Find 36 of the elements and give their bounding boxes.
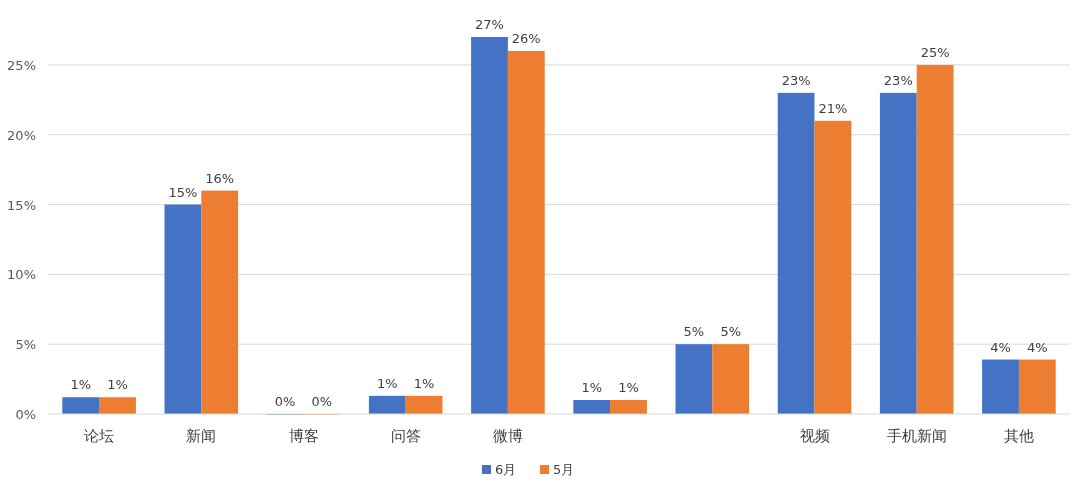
data-label: 1% <box>581 380 603 396</box>
data-label: 5% <box>720 324 742 340</box>
data-label: 15% <box>168 184 198 200</box>
x-tick-label: 新闻 <box>186 427 217 445</box>
data-label: 0% <box>311 394 333 409</box>
data-label: 16% <box>205 170 235 186</box>
x-tick-label: 问答 <box>390 427 421 445</box>
data-label: 1% <box>413 375 435 391</box>
data-label: 1% <box>107 377 128 393</box>
data-label: 27% <box>475 17 504 32</box>
data-label: 26% <box>511 30 541 46</box>
data-label: 5% <box>683 324 705 340</box>
data-label: 25% <box>920 44 950 60</box>
y-tick-label: 25% <box>7 57 36 73</box>
data-label: 0% <box>274 394 296 409</box>
data-label: 23% <box>781 72 811 88</box>
y-tick-label: 5% <box>15 337 36 353</box>
data-label: 1% <box>376 375 398 391</box>
y-tick-label: 15% <box>7 197 36 213</box>
legend-label: 5月 <box>553 462 575 477</box>
y-tick-label: 10% <box>7 267 36 283</box>
data-label: 1% <box>618 380 639 396</box>
x-tick-label: 手机新闻 <box>886 427 947 445</box>
x-tick-label: 博客 <box>288 427 319 445</box>
y-tick-label: 0% <box>15 407 36 422</box>
x-tick-label: 论坛 <box>84 427 115 445</box>
legend-label: 6月 <box>495 462 517 477</box>
data-label: 4% <box>1026 339 1048 355</box>
x-tick-label: 其他 <box>1003 427 1034 445</box>
data-label: 21% <box>818 100 848 116</box>
y-tick-label: 20% <box>7 127 36 143</box>
x-tick-label: 视频 <box>799 427 830 445</box>
x-tick-label: 微博 <box>492 427 523 445</box>
data-label: 1% <box>70 377 92 393</box>
data-label: 23% <box>883 72 913 88</box>
data-label: 4% <box>990 339 1011 355</box>
